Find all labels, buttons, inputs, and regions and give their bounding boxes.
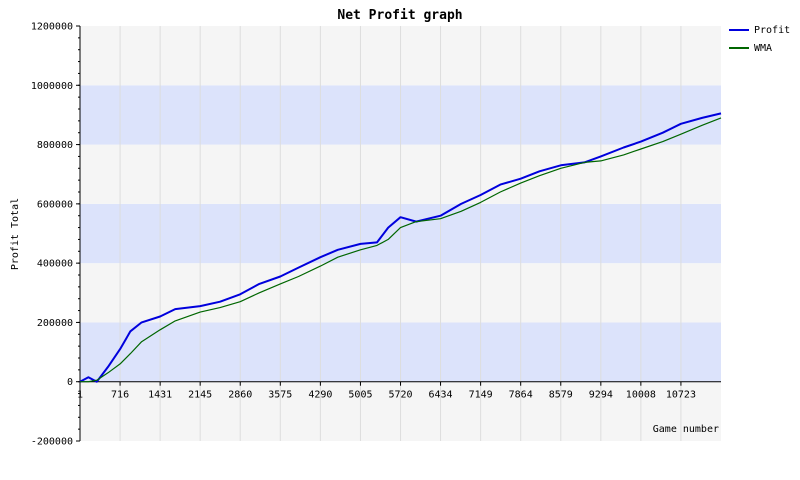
x-tick-label: 4290	[308, 390, 332, 401]
x-tick-label: 3575	[268, 390, 292, 401]
x-tick-label: 5720	[388, 390, 412, 401]
x-tick-label: 10008	[626, 390, 656, 401]
y-tick-label: 600000	[37, 199, 73, 210]
y-axis-ticks: -200000 0 200000 400000 600000 800000 1000000 1…	[31, 22, 80, 448]
series-line-profit	[79, 112, 722, 383]
x-axis-ticks: 1 716 1431 2145 2860 3575 4290 5005 5720 6434 7149…	[77, 381, 696, 401]
x-tick-label: 716	[111, 390, 129, 401]
legend-label-wma: WMA	[754, 43, 772, 54]
x-tick-label: 5005	[348, 390, 372, 401]
x-tick-label: 10723	[666, 390, 696, 401]
x-tick-label: 8579	[549, 390, 573, 401]
legend-label-profit: Profit	[754, 25, 790, 36]
data-series	[79, 112, 722, 383]
y-tick-label: 1000000	[31, 81, 73, 92]
x-tick-label: 1431	[148, 390, 172, 401]
x-tick-label: 2860	[228, 390, 252, 401]
y-axis-label: Profit Total	[10, 198, 21, 270]
x-tick-label: 7864	[509, 390, 533, 401]
y-tick-label: -200000	[31, 437, 73, 448]
x-tick-label: 6434	[428, 390, 452, 401]
series-line-wma	[80, 117, 722, 383]
x-axis-label: Game number	[653, 424, 719, 435]
x-tick-label: 2145	[188, 390, 212, 401]
x-tick-label: 9294	[589, 390, 613, 401]
y-tick-label: 1200000	[31, 22, 73, 33]
chart-title: Net Profit graph	[337, 8, 462, 23]
x-tick-label: 7149	[469, 390, 493, 401]
y-tick-label: 400000	[37, 259, 73, 270]
legend: Profit WMA	[729, 25, 790, 54]
y-tick-label: 0	[67, 377, 73, 388]
y-tick-label: 800000	[37, 140, 73, 151]
y-tick-label: 200000	[37, 318, 73, 329]
x-tick-label: 1	[77, 390, 83, 401]
